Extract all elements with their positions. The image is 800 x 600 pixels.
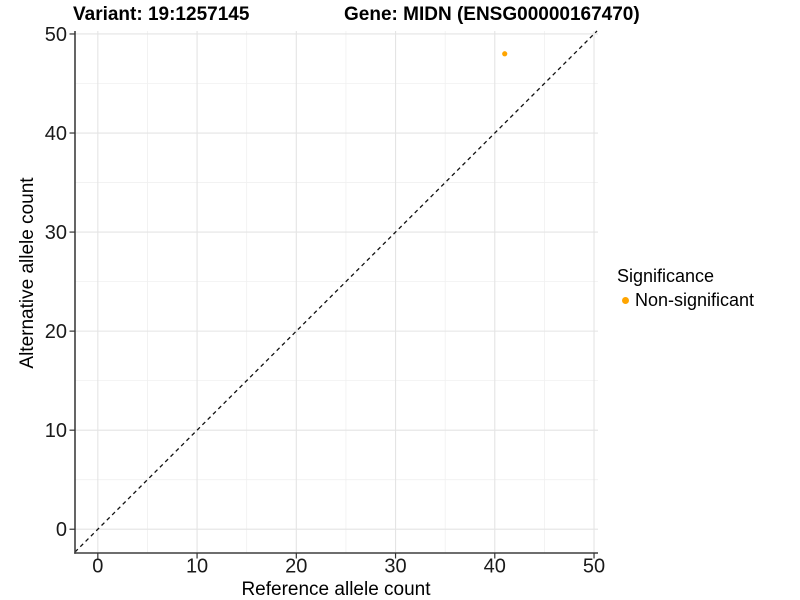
variant-title: Variant: 19:1257145	[73, 4, 250, 25]
legend: Significance Non-significant	[617, 266, 754, 311]
x-tick-label: 50	[583, 556, 605, 578]
x-tick-label: 10	[186, 556, 208, 578]
legend-item: Non-significant	[622, 290, 754, 311]
data-point	[502, 51, 508, 57]
identity-line	[74, 30, 598, 553]
y-tick-label: 0	[56, 519, 67, 541]
x-axis-title: Reference allele count	[241, 579, 431, 600]
point-marker-icon	[622, 297, 629, 304]
y-axis-title: Alternative allele count	[17, 177, 38, 369]
y-tick-label: 20	[45, 321, 67, 343]
y-tick-label: 10	[45, 420, 67, 442]
gene-title: Gene: MIDN (ENSG00000167470)	[344, 4, 640, 25]
x-tick-label: 20	[285, 556, 307, 578]
x-tick-label: 30	[384, 556, 406, 578]
x-tick-label: 0	[92, 556, 103, 578]
y-tick-label: 50	[45, 24, 67, 46]
legend-title: Significance	[617, 266, 715, 286]
y-tick-label: 30	[45, 222, 67, 244]
y-tick-label: 40	[45, 123, 67, 145]
legend-item-label: Non-significant	[635, 290, 755, 310]
x-tick-label: 40	[484, 556, 506, 578]
